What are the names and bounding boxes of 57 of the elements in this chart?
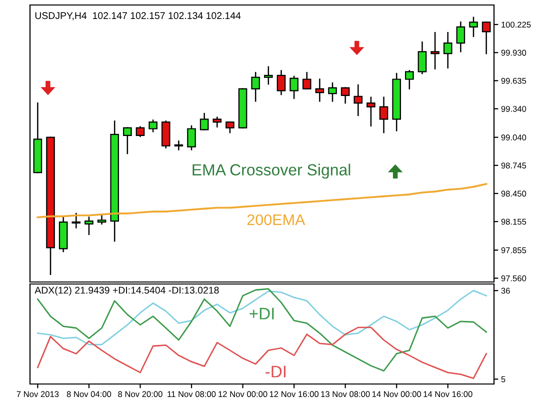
candlestick <box>354 84 363 116</box>
y-tick-label: 99.040 <box>501 134 526 140</box>
y-tick-label: 98.155 <box>501 218 526 225</box>
candlestick <box>148 120 158 132</box>
candlestick <box>482 22 491 54</box>
candlestick <box>212 116 222 128</box>
candlestick <box>366 96 376 127</box>
x-tick-label: 12 Nov 16:00 <box>270 391 319 398</box>
candlestick <box>200 112 209 130</box>
candlestick <box>123 127 132 154</box>
candlestick <box>430 32 440 70</box>
candlestick <box>469 16 478 38</box>
candlestick <box>276 70 286 96</box>
annotation: EMA Crossover Signal <box>192 164 350 179</box>
candlestick <box>187 125 196 150</box>
candlestick <box>418 42 427 74</box>
candlestick <box>84 216 94 236</box>
y-tick-label: 36 <box>501 288 510 294</box>
x-tick-label: 8 Nov 20:00 <box>118 391 162 398</box>
x-tick-label: 14 Nov 00:00 <box>372 391 422 398</box>
candlestick <box>174 140 184 150</box>
y-tick-label: 97.560 <box>501 275 526 282</box>
text: USDJPY,H4 102.147 102.157 102.134 102.144 <box>35 12 241 20</box>
y-tick-label: 98.745 <box>501 162 526 168</box>
y-tick-label: 99.340 <box>501 106 526 112</box>
y-tick-label: 100.225 <box>502 22 531 28</box>
y-tick-label: 97.855 <box>501 247 526 254</box>
x-tick-label: 13 Nov 08:00 <box>321 391 370 398</box>
candlestick <box>405 70 414 90</box>
candlestick <box>72 212 81 228</box>
x-tick-label: 8 Nov 04:00 <box>66 391 112 398</box>
x-tick-label: 11 Nov 08:00 <box>168 391 216 398</box>
y-tick-label: 98.450 <box>501 190 526 197</box>
candlestick <box>226 121 234 134</box>
series-label: -DI <box>266 366 286 378</box>
candlestick <box>443 32 452 68</box>
candlestick <box>456 22 466 52</box>
y-tick-label: 99.635 <box>501 78 526 84</box>
candlestick <box>161 120 170 148</box>
candlestick <box>290 76 298 99</box>
candlestick <box>251 72 260 102</box>
chart-title: ADX(12) 21.9439 +DI:14.5404 -DI:13.0218 <box>34 286 219 296</box>
line-series <box>36 326 488 379</box>
candlestick <box>340 87 350 104</box>
candlestick <box>379 96 388 134</box>
candlestick <box>136 126 145 137</box>
y-tick-label: 99.930 <box>501 50 526 56</box>
y-tick-label: 5 <box>501 376 506 382</box>
candlestick <box>264 66 273 85</box>
series-label: 200EMA <box>247 214 306 226</box>
x-tick-label: 12 Nov 00:00 <box>218 391 268 398</box>
x-tick-label: 14 Nov 16:00 <box>424 391 472 398</box>
series-label: +DI <box>250 308 274 320</box>
x-tick-label: 7 Nov 2013 <box>16 391 59 398</box>
candlestick <box>302 72 312 90</box>
candlestick <box>315 78 324 102</box>
candlestick <box>328 82 337 102</box>
